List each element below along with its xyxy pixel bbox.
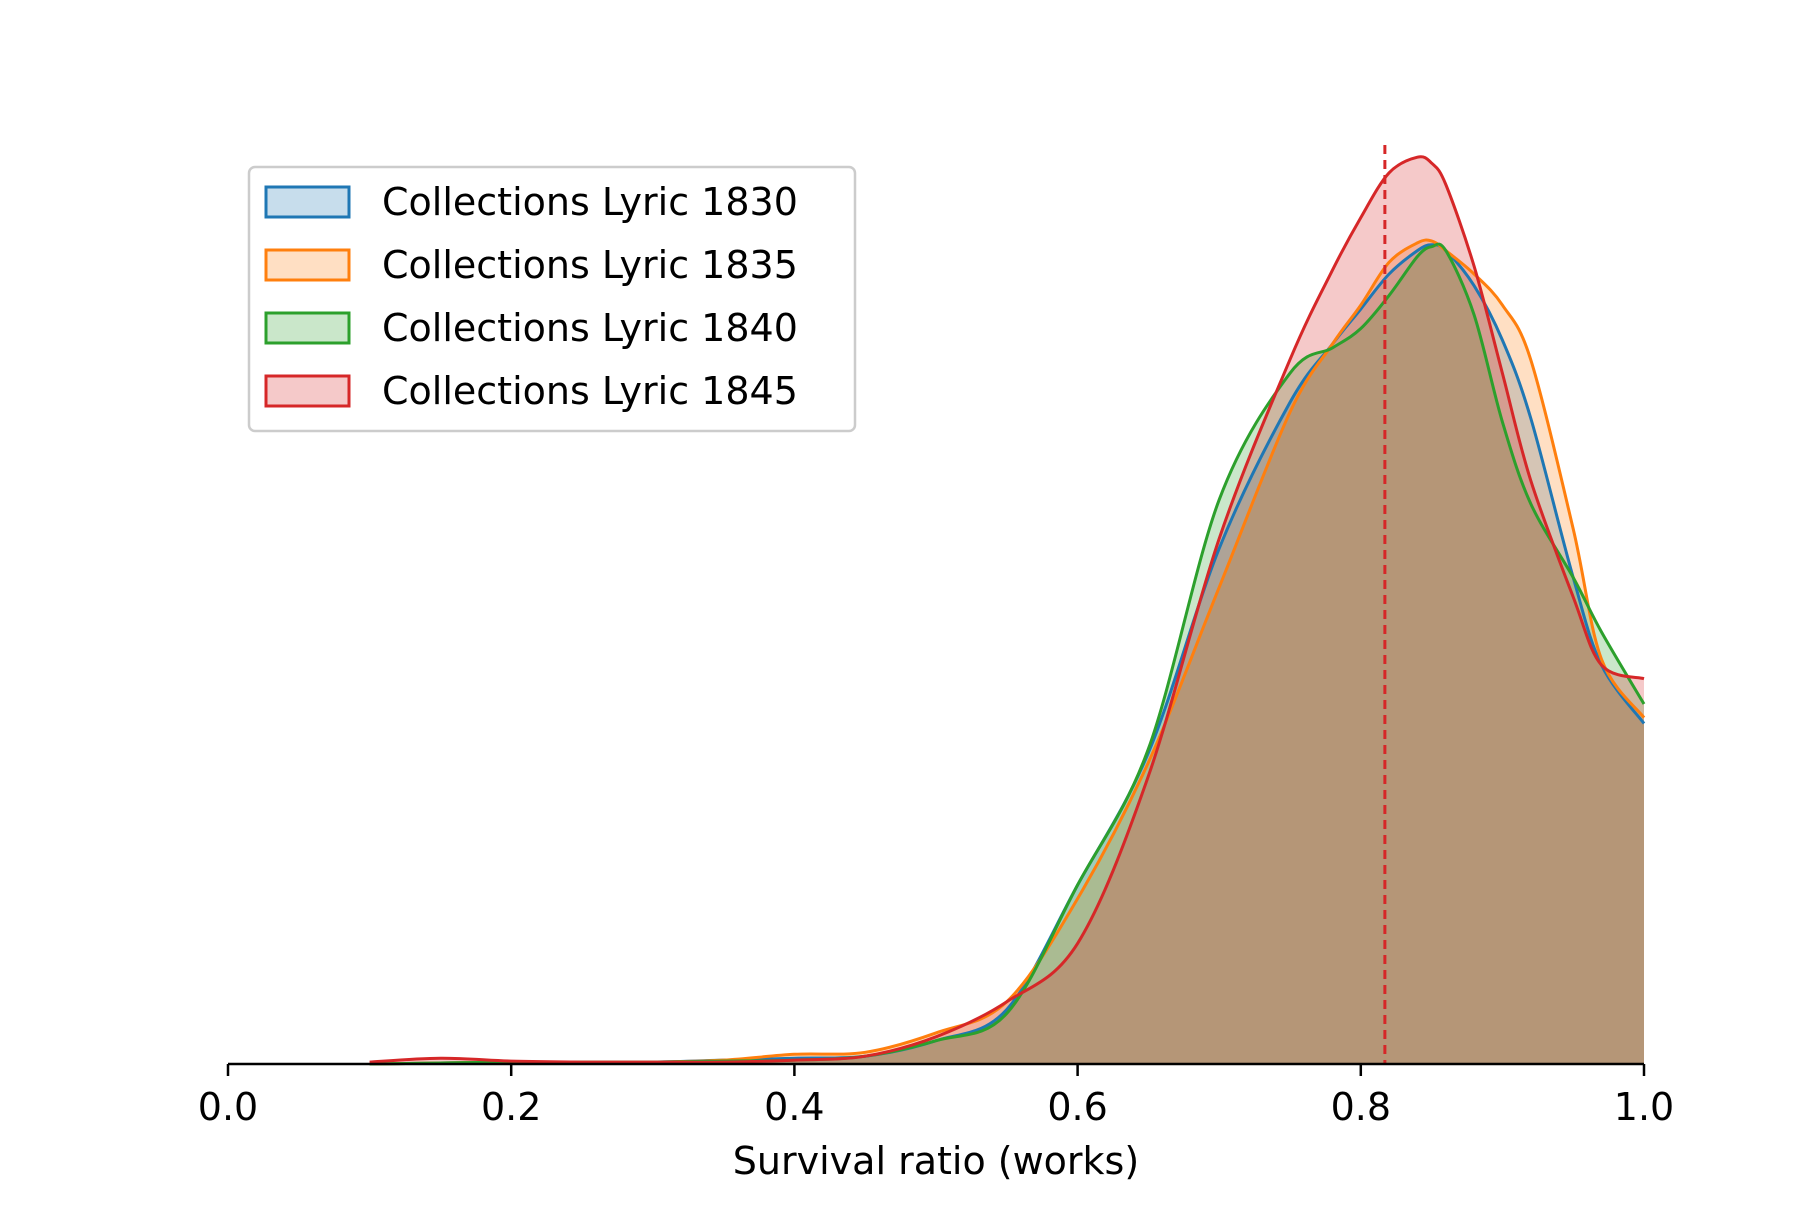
- legend-item: Collections Lyric 1835: [264, 243, 798, 287]
- x-tick-label: 0.0: [198, 1085, 258, 1129]
- legend-label: Collections Lyric 1840: [382, 306, 798, 350]
- x-tick-label: 0.4: [764, 1085, 824, 1129]
- legend-item: Collections Lyric 1840: [264, 306, 798, 350]
- x-axis-label: Survival ratio (works): [733, 1139, 1139, 1183]
- x-ticks: 0.0 0.2 0.4 0.6 0.8 1.0: [198, 1064, 1674, 1129]
- density-lines: [369, 155, 1646, 1066]
- x-axis: 0.0 0.2 0.4 0.6 0.8 1.0: [198, 1062, 1674, 1129]
- density-area-2: [369, 240, 1645, 1065]
- x-tick-label: 0.6: [1047, 1085, 1107, 1129]
- legend-swatch: [264, 248, 351, 282]
- legend-swatch: [264, 185, 351, 219]
- x-tick-label: 0.2: [481, 1085, 541, 1129]
- x-tick-label: 0.8: [1331, 1085, 1391, 1129]
- density-area-3: [369, 244, 1645, 1065]
- legend: Collections Lyric 1830 Collections Lyric …: [247, 165, 857, 433]
- legend-swatch: [264, 374, 351, 408]
- density-areas: [369, 156, 1645, 1065]
- density-area-4: [369, 156, 1645, 1065]
- legend-item: Collections Lyric 1830: [264, 180, 798, 224]
- legend-item: Collections Lyric 1845: [264, 369, 798, 413]
- legend-box: [247, 165, 857, 433]
- x-tick-label: 1.0: [1614, 1085, 1674, 1129]
- density-line-4: [369, 155, 1645, 1064]
- legend-label: Collections Lyric 1835: [382, 243, 798, 287]
- density-area-1: [369, 244, 1645, 1064]
- legend-label: Collections Lyric 1845: [382, 369, 798, 413]
- legend-swatch: [264, 311, 351, 345]
- legend-label: Collections Lyric 1830: [382, 180, 798, 224]
